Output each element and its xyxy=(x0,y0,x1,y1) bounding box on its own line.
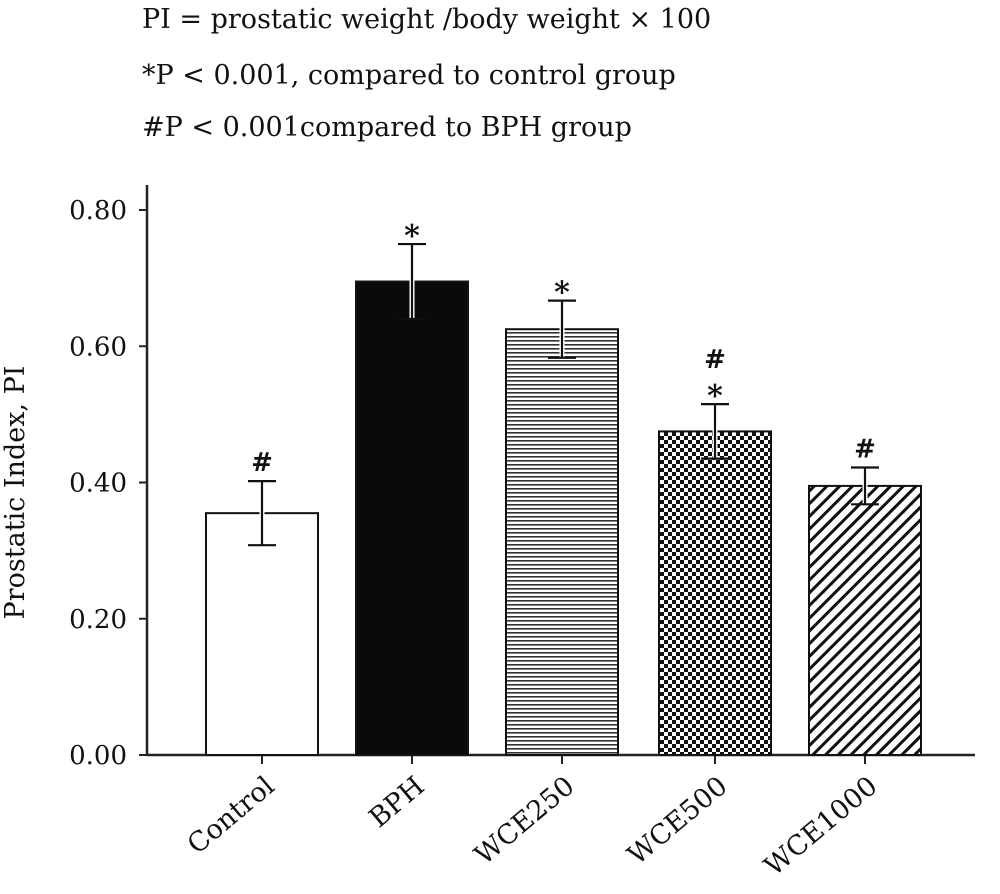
significance-mark-control: # xyxy=(251,448,273,478)
y-tick-label: 0.80 xyxy=(69,196,127,226)
y-tick-label: 0.60 xyxy=(69,332,127,362)
bar-wce250 xyxy=(505,328,619,756)
x-tick-label-wce500: WCE500 xyxy=(622,771,734,872)
significance-mark-bph: * xyxy=(404,219,420,254)
formula-note: PI = prostatic weight /body weight × 100 xyxy=(142,4,712,35)
bar-control xyxy=(205,512,319,756)
bar-wce1000 xyxy=(808,484,922,756)
y-tick-label: 0.20 xyxy=(69,605,127,635)
x-tick-label-control: Control xyxy=(182,771,281,861)
bar-bph xyxy=(355,280,469,756)
significance-mark-wce1000: # xyxy=(854,435,876,465)
bph-significance-note: #P < 0.001compared to BPH group xyxy=(142,112,632,143)
significance-mark-wce500: # xyxy=(704,345,726,375)
bar-wce500 xyxy=(658,430,772,756)
y-axis-label: Prostatic Index, PI xyxy=(0,366,31,620)
y-tick-label: 0.00 xyxy=(69,741,127,771)
control-significance-note: *P < 0.001, compared to control group xyxy=(142,60,676,91)
y-tick-label: 0.40 xyxy=(69,469,127,499)
x-tick-label-wce1000: WCE1000 xyxy=(759,771,884,883)
significance-mark-wce250: * xyxy=(554,276,570,311)
x-tick-label-bph: BPH xyxy=(363,771,430,834)
significance-mark-wce500: * xyxy=(707,379,723,414)
x-tick-label-wce250: WCE250 xyxy=(469,771,581,872)
